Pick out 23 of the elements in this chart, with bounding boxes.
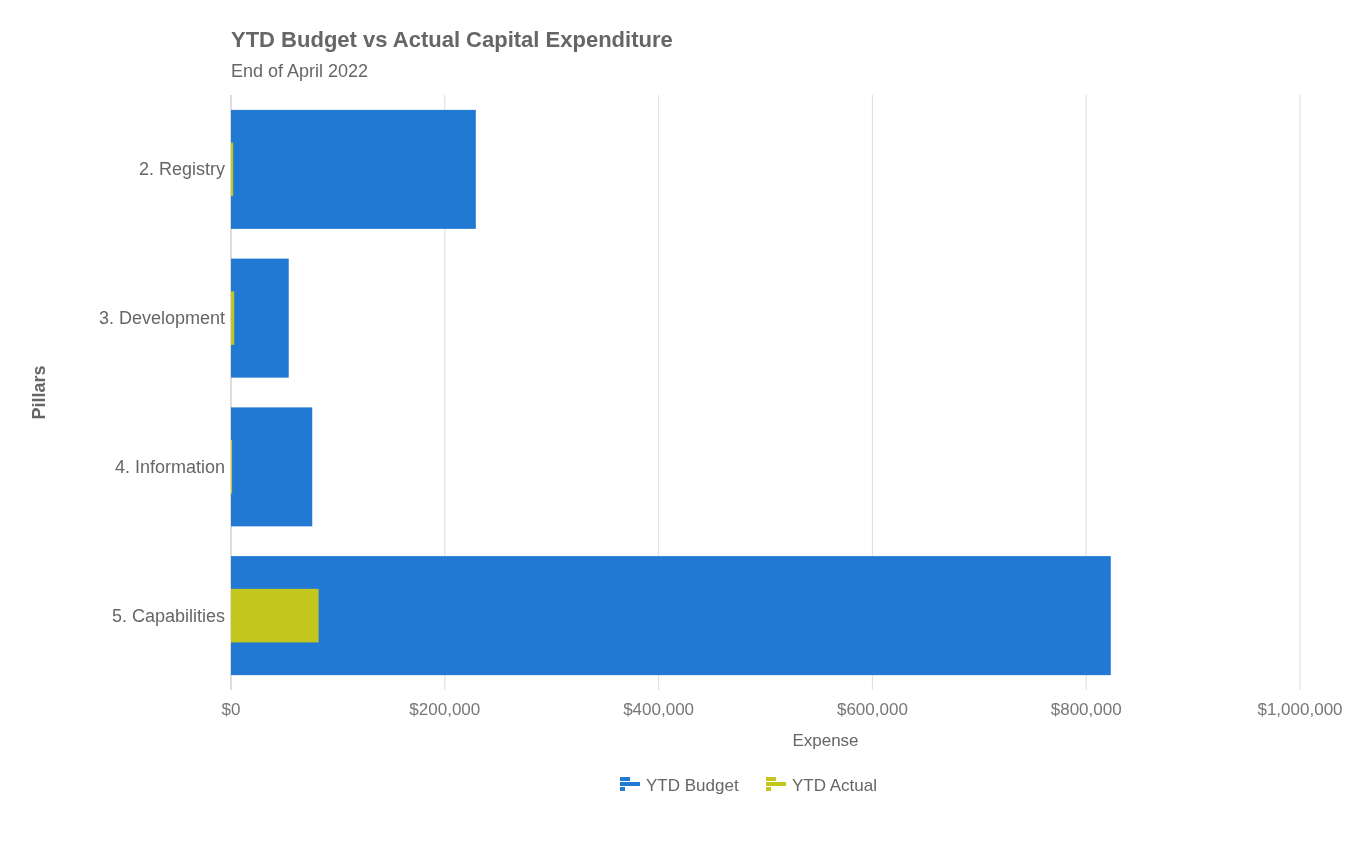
x-axis-title: Expense: [792, 731, 859, 750]
y-tick-label: 5. Capabilities: [111, 605, 225, 626]
legend-label: YTD Budget: [646, 776, 739, 795]
x-tick-label: $1,000,000: [1257, 700, 1343, 719]
x-tick-label: $0: [221, 700, 241, 719]
y-tick-label: 4. Information: [114, 456, 225, 477]
y-axis-title: Pillars: [29, 365, 49, 420]
x-tick-label: $800,000: [1050, 700, 1122, 719]
bar: [231, 291, 235, 345]
y-tick-label: 3. Development: [98, 308, 225, 329]
bar: [231, 142, 234, 197]
x-tick-label: $600,000: [836, 700, 908, 719]
chart-title: YTD Budget vs Actual Capital Expenditure: [231, 27, 673, 52]
bar: [231, 407, 313, 527]
x-tick-label: $200,000: [409, 700, 481, 719]
bar: [231, 109, 476, 229]
bar: [231, 588, 319, 643]
bar: [231, 556, 1111, 676]
legend-label: YTD Actual: [792, 776, 878, 795]
x-tick-label: $400,000: [623, 700, 695, 719]
y-tick-label: 2. Registry: [138, 159, 225, 180]
bar: [231, 258, 289, 378]
chart-subtitle: End of April 2022: [231, 61, 369, 81]
